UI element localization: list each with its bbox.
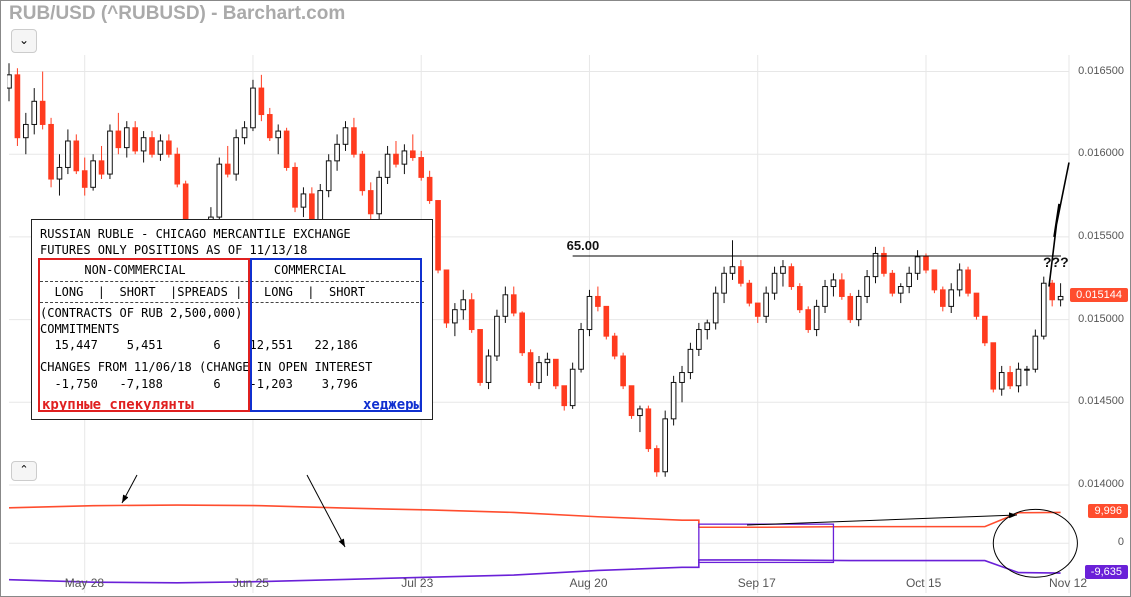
page-title: RUB/USD (^RUBUSD) - Barchart.com: [9, 3, 345, 25]
y-tick-label: 0.016000: [1078, 147, 1124, 159]
y-tick-label: 0.015500: [1078, 230, 1124, 242]
net-hedge-badge: -9,635: [1085, 565, 1128, 579]
x-tick-label: Jul 23: [401, 576, 433, 590]
x-tick-label: Jun 25: [233, 576, 269, 590]
question-marks: ???: [1043, 254, 1069, 270]
cot-header1: RUSSIAN RUBLE - CHICAGO MERCANTILE EXCHA…: [40, 226, 424, 242]
x-tick-label: Oct 15: [906, 576, 941, 590]
x-tick-label: Aug 20: [569, 576, 607, 590]
commercial-highlight-box: [250, 258, 422, 412]
y-tick-label: 0.014000: [1078, 478, 1124, 490]
resistance-label: 65.00: [567, 238, 600, 253]
x-tick-label: May 28: [65, 576, 104, 590]
cot-header2: FUTURES ONLY POSITIONS AS OF 11/13/18: [40, 242, 424, 258]
chart-window: RUB/USD (^RUBUSD) - Barchart.com ⌄ ⌃ 0.0…: [0, 0, 1131, 597]
x-tick-label: Sep 17: [738, 576, 776, 590]
price-badge: 0.015144: [1070, 288, 1128, 302]
cot-report-overlay: RUSSIAN RUBLE - CHICAGO MERCANTILE EXCHA…: [31, 219, 433, 420]
net-spec-badge: 9,996: [1088, 504, 1128, 518]
y-tick-label: 0.016500: [1078, 65, 1124, 77]
y-tick-label: 0.015000: [1078, 313, 1124, 325]
x-tick-label: Nov 12: [1049, 576, 1087, 590]
y2-tick-label: 0: [1118, 536, 1124, 548]
noncommercial-highlight-box: [38, 258, 250, 412]
y-tick-label: 0.014500: [1078, 395, 1124, 407]
